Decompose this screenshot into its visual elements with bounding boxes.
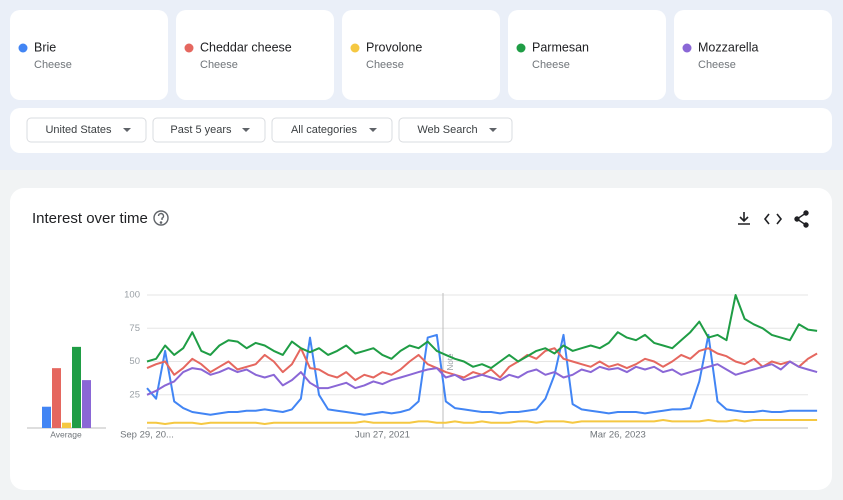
- term-card[interactable]: Cheddar cheese Cheese: [176, 10, 334, 100]
- term-category: Cheese: [200, 59, 238, 71]
- y-tick-label: 25: [129, 389, 140, 400]
- dropdown-label: United States: [45, 124, 112, 136]
- embed-icon[interactable]: [763, 213, 783, 225]
- average-bar: [72, 346, 81, 428]
- term-category: Cheese: [532, 59, 570, 71]
- average-bar: [82, 380, 91, 428]
- help-icon[interactable]: [153, 210, 169, 226]
- term-dot: [682, 43, 692, 53]
- dropdown-arrow: [242, 128, 250, 132]
- average-bar: [52, 368, 61, 428]
- dropdown-label: All categories: [291, 124, 358, 136]
- dropdown-arrow: [369, 128, 377, 132]
- dropdown-box: [152, 117, 266, 143]
- y-tick-label: 100: [124, 290, 140, 301]
- card: [674, 10, 832, 100]
- term-name: Cheddar cheese: [200, 40, 292, 54]
- term-card[interactable]: Provolone Cheese: [342, 10, 500, 100]
- term-category: Cheese: [34, 59, 72, 71]
- term-dot: [18, 43, 28, 53]
- dropdown-box: [271, 117, 393, 143]
- filter-dropdown[interactable]: United States: [26, 117, 147, 143]
- term-name: Provolone: [366, 40, 422, 54]
- series-line: [146, 294, 818, 370]
- average-bar: [62, 422, 71, 428]
- term-category: Cheese: [366, 59, 404, 71]
- filter-dropdown[interactable]: Web Search: [398, 117, 513, 143]
- card: [342, 10, 500, 100]
- dropdown-arrow: [123, 128, 131, 132]
- dropdown-label: Web Search: [417, 124, 477, 136]
- panel-title: Interest over time: [32, 210, 148, 227]
- x-tick-label: Jun 27, 2021: [355, 430, 410, 441]
- series-line: [147, 419, 818, 425]
- term-name: Mozzarella: [698, 40, 758, 54]
- filter-dropdown[interactable]: All categories: [271, 117, 393, 143]
- series-line: [146, 333, 818, 416]
- x-tick-label: Sep 29, 20...: [120, 430, 174, 441]
- series-line: [146, 360, 818, 396]
- dropdown-label: Past 5 years: [170, 124, 232, 136]
- share-icon[interactable]: [794, 210, 809, 228]
- term-name: Parmesan: [532, 40, 589, 54]
- dropdown-box: [398, 117, 513, 143]
- card: [10, 10, 168, 100]
- term-name: Brie: [34, 40, 56, 54]
- y-tick-label: 75: [129, 323, 140, 334]
- download-icon[interactable]: [738, 212, 750, 225]
- y-tick-label: 50: [129, 356, 140, 367]
- card: [176, 10, 334, 100]
- term-card[interactable]: Parmesan Cheese: [508, 10, 666, 100]
- term-category: Cheese: [698, 59, 736, 71]
- average-bar: [42, 406, 51, 428]
- dropdown-box: [26, 117, 147, 143]
- filter-dropdown[interactable]: Past 5 years: [152, 117, 266, 143]
- term-dot: [350, 43, 360, 53]
- x-tick-label: Mar 26, 2023: [590, 430, 646, 441]
- term-card[interactable]: Mozzarella Cheese: [674, 10, 832, 100]
- average-label: Average: [50, 429, 82, 439]
- dropdown-arrow: [489, 128, 497, 132]
- note-label: Note: [446, 353, 455, 370]
- term-dot: [516, 43, 526, 53]
- term-dot: [184, 43, 194, 53]
- term-card[interactable]: Brie Cheese: [10, 10, 168, 100]
- card: [508, 10, 666, 100]
